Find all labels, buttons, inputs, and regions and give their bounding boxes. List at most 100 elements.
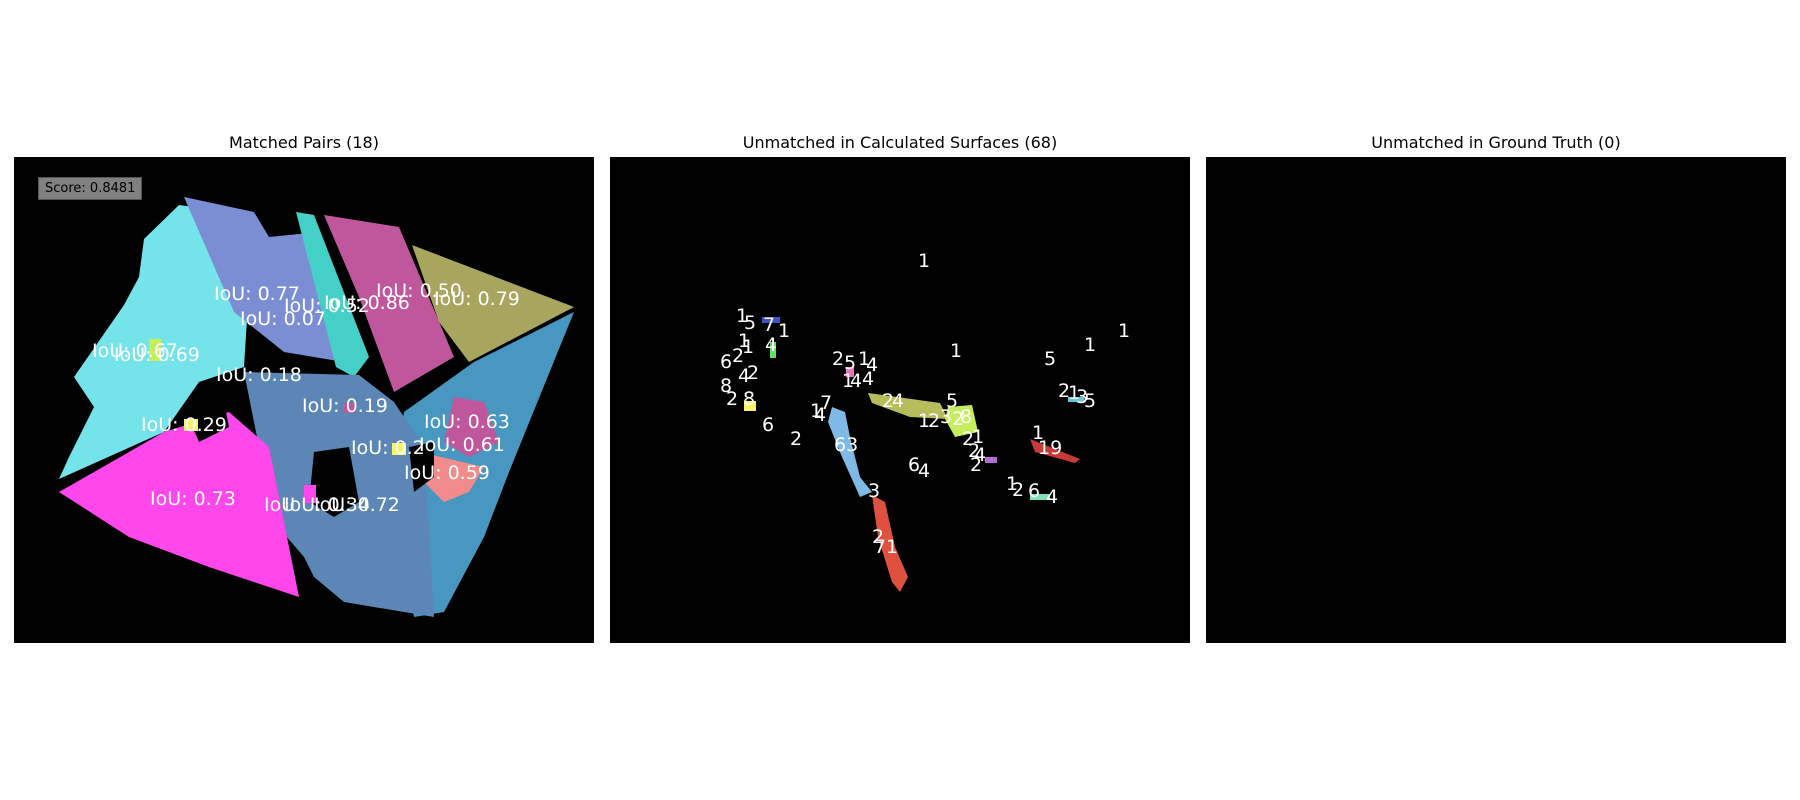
count-label: 1 bbox=[1084, 334, 1096, 356]
count-label: 2 bbox=[928, 410, 940, 432]
surface-olive bbox=[412, 245, 574, 362]
count-label: 2 bbox=[732, 345, 744, 367]
count-label: 5 bbox=[744, 312, 756, 334]
count-label: 4 bbox=[974, 444, 986, 466]
count-label: 1 bbox=[842, 370, 854, 392]
iou-label: IoU: 0.2 bbox=[351, 437, 425, 459]
fragment-red-long bbox=[872, 495, 908, 592]
iou-label: IoU: 0.79 bbox=[434, 288, 520, 310]
fragment-green bbox=[770, 342, 776, 358]
count-label: 2 bbox=[747, 362, 759, 384]
count-label: 5 bbox=[1044, 348, 1056, 370]
blob-yellow-2 bbox=[392, 443, 406, 455]
fragment-violet bbox=[985, 457, 997, 463]
count-label: 1 bbox=[918, 410, 930, 432]
count-label: 19 bbox=[1038, 437, 1062, 459]
count-label: 1 bbox=[1118, 320, 1130, 342]
count-label: 1 bbox=[742, 336, 754, 358]
iou-label: IoU: 0.73 bbox=[150, 488, 236, 510]
count-label: 1 bbox=[858, 348, 870, 370]
blob-pink-1 bbox=[304, 485, 316, 503]
count-label: 7 bbox=[820, 392, 832, 414]
count-label: 2 bbox=[968, 440, 980, 462]
unmatched-calculated-panel: 1 1 5 7 1 1 1 4 6 2 4 2 8 2 8 6 2 2 5 1 … bbox=[610, 157, 1190, 643]
count-label: 6 bbox=[1028, 480, 1040, 502]
iou-label: IoU: 0.63 bbox=[424, 411, 510, 433]
count-label: 8 bbox=[720, 375, 732, 397]
iou-label: IoU: 0.19 bbox=[302, 395, 388, 417]
count-label: 4 bbox=[866, 354, 878, 376]
count-label: 6 bbox=[908, 454, 920, 476]
count-label: 1 bbox=[1032, 422, 1044, 444]
count-label: 63 bbox=[834, 434, 858, 456]
matched-pairs-title: Matched Pairs (18) bbox=[229, 133, 379, 152]
iou-label: IoU: 0.07 bbox=[240, 308, 326, 330]
count-label: 2 bbox=[882, 390, 894, 412]
count-label: 4 bbox=[765, 334, 777, 356]
count-label: 5 bbox=[1084, 390, 1096, 412]
count-label: 2 bbox=[832, 348, 844, 370]
fragment-khaki bbox=[868, 393, 948, 419]
gap-hole-2 bbox=[309, 447, 359, 517]
count-label: 1 bbox=[918, 250, 930, 272]
iou-label: IoU: 0.69 bbox=[114, 344, 200, 366]
iou-label: IoU: 0.29 bbox=[141, 414, 227, 436]
blob-yellow-1 bbox=[184, 419, 198, 431]
surface-salmon bbox=[419, 452, 484, 502]
count-label: 1 bbox=[1068, 382, 1080, 404]
fragment-teal-1 bbox=[1068, 397, 1084, 402]
count-label: 1 bbox=[1006, 473, 1018, 495]
unmatched-calculated-title: Unmatched in Calculated Surfaces (68) bbox=[742, 133, 1058, 152]
count-label: 6 bbox=[720, 351, 732, 373]
fragment-pink bbox=[846, 367, 854, 377]
count-label: 8 bbox=[743, 388, 755, 410]
count-label: 3 bbox=[868, 480, 880, 502]
count-label: 6 bbox=[762, 414, 774, 436]
fragment-lime bbox=[945, 405, 978, 437]
count-label: 4 bbox=[862, 368, 874, 390]
count-label: 4 bbox=[892, 390, 904, 412]
count-label: 2 bbox=[962, 428, 974, 450]
count-label: 8 bbox=[960, 406, 972, 428]
iou-label: IoU: 0.72 bbox=[314, 494, 400, 516]
iou-label: IoU: 0.18 bbox=[216, 364, 302, 386]
count-label: 5 bbox=[844, 352, 856, 374]
iou-label: IoU bbox=[264, 494, 295, 516]
fragment-yellow bbox=[744, 401, 756, 411]
count-label: 4 bbox=[738, 365, 750, 387]
iou-label: IoU: 0.77 bbox=[214, 283, 300, 305]
surface-ocean-blue bbox=[394, 312, 574, 617]
iou-label: IoU: 0.67 bbox=[92, 340, 178, 362]
count-label: 2 bbox=[1012, 479, 1024, 501]
gap-hole-1 bbox=[184, 402, 229, 442]
blob-lime-1 bbox=[149, 339, 161, 361]
count-label: 1 bbox=[736, 305, 748, 327]
count-label: 3 bbox=[940, 406, 952, 428]
surface-magenta-small bbox=[444, 397, 499, 457]
unmatched-ground-truth-panel bbox=[1206, 157, 1786, 643]
count-label: 2 bbox=[1058, 380, 1070, 402]
count-label: 1 bbox=[778, 320, 790, 342]
iou-label: IoU: 0.34 bbox=[284, 494, 370, 516]
matched-pairs-panel: IoU: 0.77 IoU: 0.07 IoU: 0.52 IoU: 0.86 … bbox=[14, 157, 594, 643]
count-label: 2 bbox=[872, 526, 884, 548]
count-label: 5 bbox=[946, 390, 958, 412]
iou-label: IoU: 0.50 bbox=[376, 280, 462, 302]
fragment-mint bbox=[1030, 494, 1050, 500]
count-label: 1 bbox=[950, 340, 962, 362]
count-label: 2 bbox=[726, 388, 738, 410]
iou-label: IoU: 0.86 bbox=[324, 292, 410, 314]
count-label: 7 bbox=[874, 536, 886, 558]
surface-rose bbox=[324, 215, 454, 392]
score-badge: Score: 0.8481 bbox=[38, 177, 143, 200]
surface-teal bbox=[296, 212, 369, 377]
count-label: 1 bbox=[738, 330, 750, 352]
fragment-blue bbox=[762, 317, 780, 323]
count-label: 1 bbox=[810, 400, 822, 422]
iou-label: IoU: 0.52 bbox=[284, 295, 370, 317]
unmatched-ground-truth-title: Unmatched in Ground Truth (0) bbox=[1371, 133, 1621, 152]
iou-label: IoU: 0.59 bbox=[404, 462, 490, 484]
matched-pairs-canvas: IoU: 0.77 IoU: 0.07 IoU: 0.52 IoU: 0.86 … bbox=[59, 197, 574, 617]
count-label: 4 bbox=[1046, 486, 1058, 508]
count-label: 3 bbox=[1076, 386, 1088, 408]
